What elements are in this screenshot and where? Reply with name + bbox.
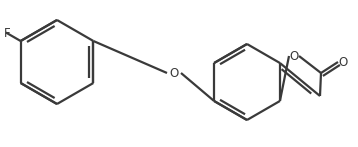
Text: O: O [289,50,299,62]
Text: F: F [4,27,10,40]
Text: O: O [169,66,179,80]
Text: O: O [338,56,348,69]
